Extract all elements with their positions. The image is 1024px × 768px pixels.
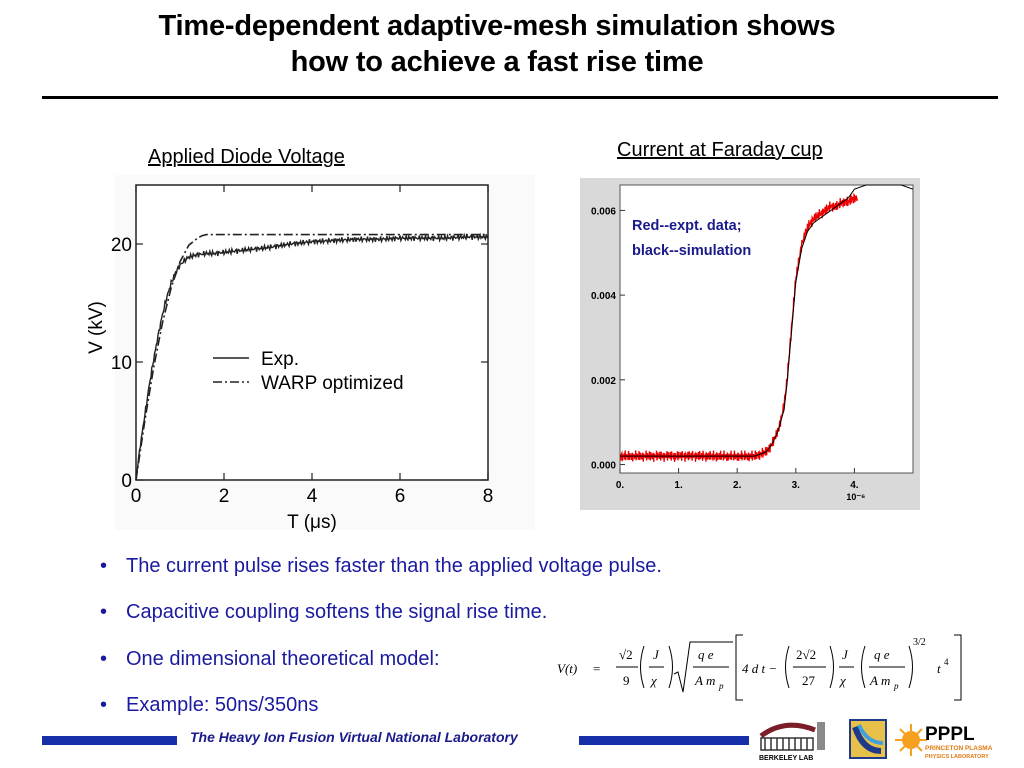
tick-group: 0. 1. 2. 3. 4. 0.000 0.002 0.004 0.006 [591, 206, 859, 491]
berkeley-arc [759, 722, 816, 739]
bullet-dot: • [100, 694, 108, 716]
eq-f3-sub: p [718, 681, 724, 691]
paren-left [640, 645, 645, 689]
pppl-wordmark: PPPL [925, 724, 975, 745]
legend-label-warp: WARP optimized [261, 373, 404, 394]
paren-left [861, 645, 866, 689]
paren-right [908, 645, 913, 689]
x-axis-label: T (μs) [287, 512, 337, 533]
pppl-subtitle-2: PHYSICS LABORATORY [925, 754, 989, 760]
sun-icon [895, 724, 927, 756]
paren-left [785, 645, 790, 689]
bullet-text: Capacitive coupling softens the signal r… [126, 601, 548, 623]
plot-frame [135, 184, 489, 481]
llnl-swoosh-light [857, 724, 884, 745]
eq-f4-den: 27 [802, 673, 816, 688]
y-tick-label: 0.004 [591, 291, 616, 302]
x-tick-label: 1. [674, 480, 683, 491]
bracket-left [735, 634, 743, 701]
legend: Exp. WARP optimized [213, 349, 404, 394]
x-tick-label: 4 [307, 486, 318, 507]
footer-text: The Heavy Ion Fusion Virtual National La… [190, 729, 518, 745]
paren-right [668, 645, 673, 689]
y-tick-label: 10 [111, 353, 132, 374]
plot-frame [619, 184, 914, 474]
footer-bar-left [42, 736, 177, 745]
x-tick-label: 6 [395, 486, 406, 507]
bullet-dot: • [100, 555, 108, 577]
eq-bterm: 4 d t − [742, 661, 777, 676]
berkeley-tower [817, 722, 825, 750]
x-tick-label: 8 [483, 486, 494, 507]
eq-f6-sub: p [893, 681, 899, 691]
eq-texp: 4 [944, 657, 949, 667]
eq-f5-num: J [842, 647, 849, 662]
eq-f2-num: J [653, 647, 660, 662]
current-chart: 0. 1. 2. 3. 4. 0.000 0.002 0.004 0.006 10⁻⁶ Red--e… [580, 178, 920, 510]
bullet-dot: • [100, 601, 108, 623]
annotation-line-2: black--simulation [632, 243, 751, 259]
x-tick-label: 4. [850, 480, 859, 491]
eq-f5-den: χ [838, 673, 846, 688]
series-line-exp [135, 232, 489, 481]
y-tick-label: 20 [111, 235, 132, 256]
eq-f6-num: q e [874, 647, 890, 662]
voltage-chart: 0 2 4 6 8 0 10 20 T (μs) V (kV) Exp. WARP optimized [86, 175, 535, 533]
eq-f6-den: A m [869, 673, 890, 688]
left-chart-title: Applied Diode Voltage [148, 146, 345, 168]
bullet-text: Example: 50ns/350ns [126, 694, 319, 716]
bullet-text: The current pulse rises faster than the … [126, 555, 662, 577]
series-line-sim [620, 184, 914, 457]
title-line-1: Time-dependent adaptive-mesh simulation … [158, 10, 836, 42]
x-multiplier: 10⁻⁶ [846, 492, 865, 502]
pppl-subtitle-1: PRINCETON PLASMA [925, 745, 993, 752]
sun-rays [895, 724, 927, 756]
y-tick-label: 0.006 [591, 206, 616, 217]
eq-f3-num: q e [698, 647, 714, 662]
paren-right [829, 645, 834, 689]
eq-tterm: t [937, 661, 941, 676]
right-chart-title: Current at Faraday cup [617, 139, 823, 161]
y-tick-label: 0.002 [591, 376, 616, 387]
eq-f3-den: A m [694, 673, 715, 688]
eq-equals: = [593, 661, 600, 676]
bracket-right [954, 634, 962, 701]
sqrt-sign [673, 641, 733, 693]
llnl-logo [849, 719, 887, 759]
model-equation: V(t) = √2 9 J χ q e A m p 4 d t − 2√2 27… [557, 634, 962, 701]
berkeley-columns [764, 738, 808, 750]
berkeley-lab-logo: BERKELEY LAB [759, 722, 825, 762]
eq-lhs: V(t) [557, 661, 577, 676]
series-line-warp [135, 233, 488, 481]
slide-title: Time-dependent adaptive-mesh simulation … [40, 8, 954, 80]
footer-bar-right [579, 736, 749, 745]
eq-outer-exp: 3/2 [913, 637, 926, 648]
x-tick-label: 0. [616, 480, 625, 491]
eq-f2-den: χ [649, 673, 657, 688]
x-tick-label: 2. [733, 480, 742, 491]
tick-group: 0 2 4 6 8 0 10 20 [111, 185, 493, 507]
pppl-logo: PPPL PRINCETON PLASMA PHYSICS LABORATORY [895, 724, 993, 760]
eq-f4-num: 2√2 [796, 647, 816, 662]
y-axis-label: V (kV) [86, 301, 107, 354]
bullet-text: One dimensional theoretical model: [126, 648, 440, 670]
x-tick-label: 0 [131, 486, 142, 507]
x-tick-label: 3. [792, 480, 801, 491]
legend-label-exp: Exp. [261, 349, 299, 370]
eq-f1-den: 9 [623, 673, 630, 688]
berkeley-building [760, 737, 814, 751]
y-tick-label: 0.000 [591, 461, 616, 472]
annotation-line-1: Red--expt. data; [632, 218, 742, 234]
eq-f1-num: √2 [619, 647, 633, 662]
bullet-dot: • [100, 648, 108, 670]
llnl-swoosh [852, 725, 882, 754]
title-line-2: how to achieve a fast rise time [290, 46, 704, 78]
title-divider [42, 96, 998, 99]
y-tick-label: 0 [121, 471, 132, 492]
berkeley-label: BERKELEY LAB [759, 755, 813, 762]
x-tick-label: 2 [219, 486, 230, 507]
